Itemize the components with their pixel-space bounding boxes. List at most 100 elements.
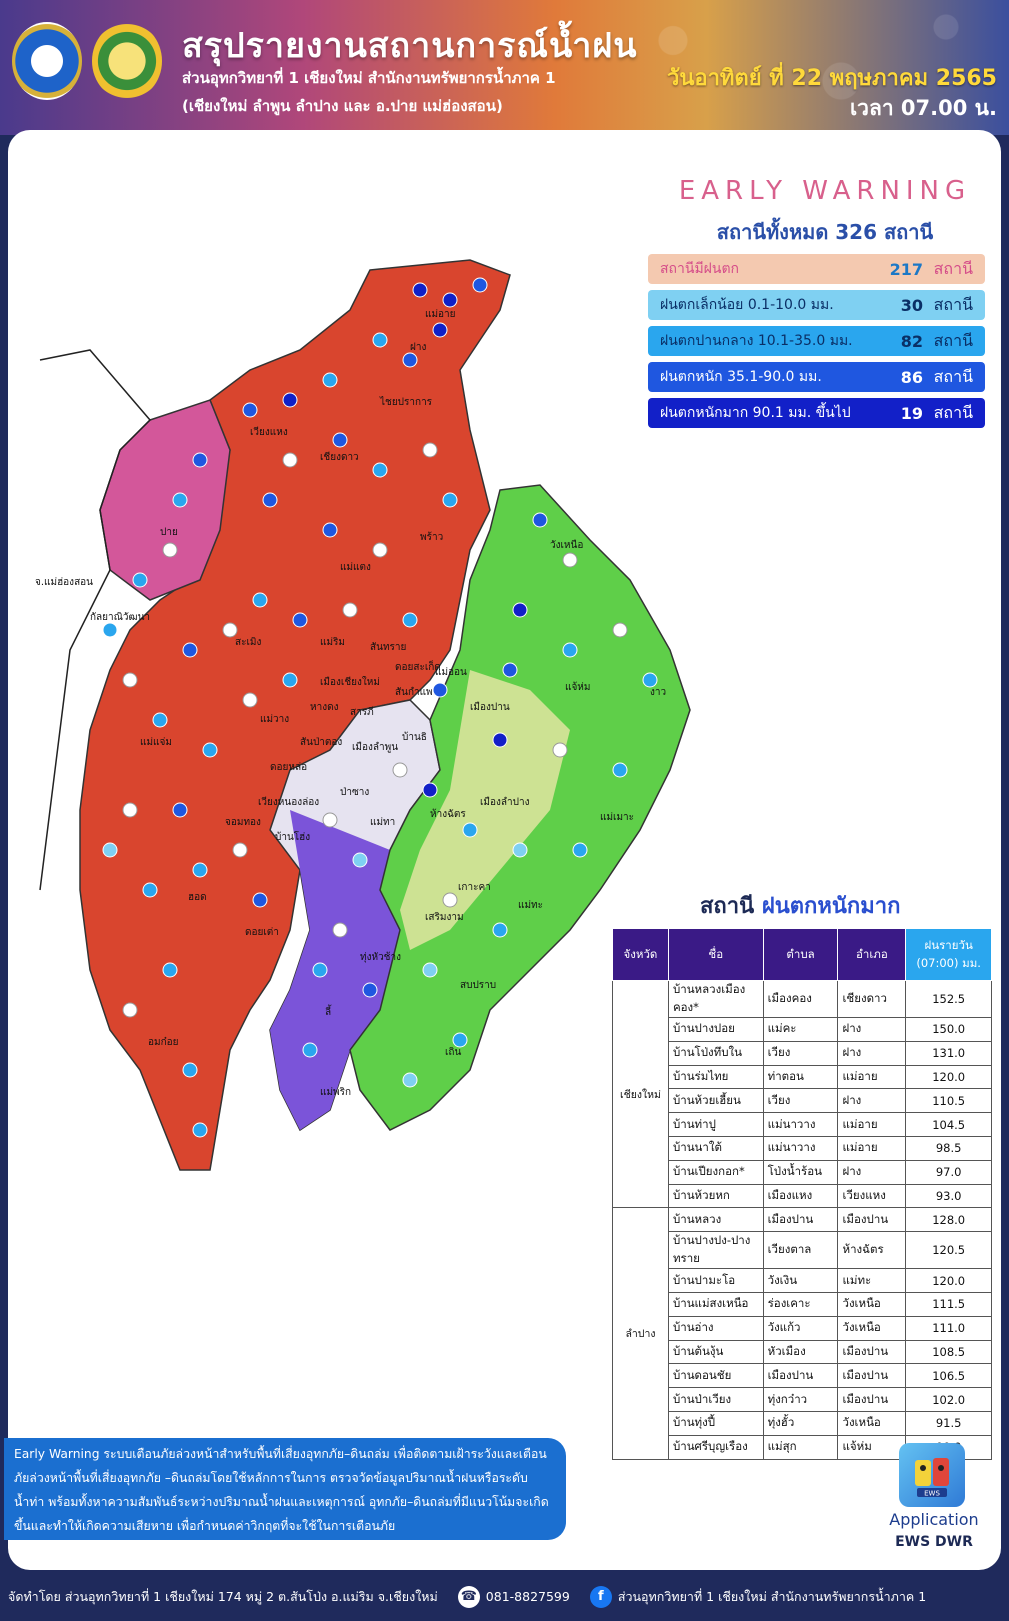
legend-label: ฝนตกเล็กน้อย 0.1-10.0 มม. [660,297,834,313]
legend-count: 217 [889,259,923,279]
footer-phone[interactable]: 081-8827599 [485,1589,570,1604]
legend-label: สถานีมีฝนตก [660,261,740,277]
subdistrict-cell: เวียง [762,1040,839,1066]
table-row: บ้านโป่งทึบใน เวียง ฝาง 131.0 [613,1040,992,1066]
table-row: บ้านร่มไทย ท่าตอน แม่อาย 120.0 [613,1064,992,1090]
province-cell: เชียงใหม่ [612,979,669,1209]
map-label: ปาย [160,527,178,538]
station-name-cell: บ้านห้วยเฮี้ยน [667,1088,764,1114]
report-date: วันอาทิตย์ ที่ 22 พฤษภาคม 2565 [666,66,997,91]
col-header-subdistrict: ตำบล [762,928,839,981]
subdistrict-cell: วังเงิน [762,1268,839,1293]
district-cell: ฝาง [837,1088,907,1114]
subdistrict-cell: ทุ่งฮั้ว [762,1410,839,1436]
rainfall-cell: 131.0 [905,1040,992,1066]
station-dot [642,672,658,688]
subdistrict-cell: ท่าตอน [762,1064,839,1090]
station-name-cell: บ้านทุ่งปี้ [667,1410,764,1436]
office-subtitle: ส่วนอุทกวิทยาที่ 1 เชียงใหม่ สำนักงานทรั… [182,69,556,87]
station-dot [432,682,448,698]
station-dot [442,492,458,508]
map-label: สันกำแพง [395,687,438,698]
subdistrict-cell: แม่นาวาง [762,1112,839,1137]
rainfall-cell: 120.0 [905,1268,992,1293]
heavy-rain-body: เชียงใหม่ บ้านหลวงเมืองคอง* เมืองคอง เชียงด… [612,979,992,1460]
station-dot [402,1072,418,1088]
ews-mascot-icon: EWS [915,1458,949,1498]
station-dot [402,612,418,628]
map-label: เสริมงาม [425,912,464,923]
legend-label: ฝนตกปานกลาง 10.1-35.0 มม. [660,333,853,349]
station-dot [282,452,298,468]
rainfall-cell: 106.5 [905,1363,992,1389]
station-dot [422,442,438,458]
map-label: เกาะคา [458,882,491,893]
legend-unit: สถานี [933,294,973,314]
legend-row-light: ฝนตกเล็กน้อย 0.1-10.0 มม. 30 สถานี [648,290,985,320]
report-time: เวลา 07.00 น. [849,96,997,120]
district-cell: แม่ทะ [837,1268,907,1293]
station-dot [362,982,378,998]
legend-unit: สถานี [933,330,973,350]
station-dot [252,592,268,608]
station-name-cell: บ้านปางปอย [667,1017,764,1042]
station-name-cell: บ้านห้วยหก [667,1183,764,1209]
station-dot [402,352,418,368]
station-dot [322,812,338,828]
province-cell: ลำปาง [612,1207,669,1460]
station-dot [572,842,588,858]
station-dot [142,882,158,898]
map-label: แม่อาย [425,309,456,320]
rainfall-cell: 104.5 [905,1112,992,1137]
table-row: บ้านเปียงกอก* โป่งน้ำร้อน ฝาง 97.0 [613,1159,992,1185]
map-label: แม่ออน [435,667,467,678]
station-name-cell: บ้านนาใต้ [667,1135,764,1161]
early-warning-title: EARLY WARNING [678,176,972,206]
legend-label: ฝนตกหนัก 35.1-90.0 มม. [660,369,822,385]
district-cell: วังเหนือ [837,1315,907,1341]
station-dot [202,742,218,758]
station-dot [372,332,388,348]
station-dot [242,692,258,708]
map-label: สะเมิง [235,637,261,648]
subdistrict-cell: เมืองแหง [762,1183,839,1209]
map-label: เถิน [445,1047,461,1058]
ews-app-icon[interactable]: EWS [899,1443,965,1507]
station-name-cell: บ้านศรีบุญเรือง [667,1434,764,1460]
station-dot [262,492,278,508]
station-dot [442,292,458,308]
district-cell: เมืองปาน [837,1207,907,1233]
map-label: สันทราย [370,642,406,653]
table-row: บ้านทุ่งปี้ ทุ่งฮั้ว วังเหนือ 91.5 [613,1410,992,1436]
station-dot [412,282,428,298]
table-row: บ้านปามะโอ วังเงิน แม่ทะ 120.0 [613,1268,992,1293]
station-dot [122,802,138,818]
subdistrict-cell: แม่นาวาง [762,1135,839,1161]
rainfall-cell: 97.0 [905,1159,992,1185]
header: สรุปรายงานสถานการณ์น้ำฝน ส่วนอุทกวิทยาที… [0,0,1009,135]
station-dot [182,1062,198,1078]
subdistrict-cell: เมืองปาน [762,1207,839,1233]
footer-facebook[interactable]: ส่วนอุทกวิทยาที่ 1 เชียงใหม่ สำนักงานทรั… [617,1588,927,1604]
map-label: แม่แตง [340,562,371,573]
district-cell: เมืองปาน [837,1339,907,1365]
station-dot [252,892,268,908]
station-dot [162,962,178,978]
map-label: เชียงดาว [320,451,359,463]
lampang-lowland [400,670,570,950]
station-dot [192,1122,208,1138]
subdistrict-cell: ทุ่งกว๋าว [762,1387,839,1412]
station-dot [192,452,208,468]
district-cell: เชียงดาว [837,980,907,1018]
rainfall-cell: 102.0 [905,1387,992,1412]
legend-row-moderate: ฝนตกปานกลาง 10.1-35.0 มม. 82 สถานี [648,326,985,356]
map-label: สันป่าตอง [300,737,342,748]
dwr-logo [12,22,82,100]
rainfall-cell: 152.5 [905,980,992,1018]
early-warning-explanation: Early Warning ระบบเตือนภัยล่วงหน้าสำหรับ… [4,1438,566,1540]
subdistrict-cell: แม่สุก [762,1434,839,1460]
map-label: เวียงแหง [250,426,288,438]
table-row: บ้านห้วยหก เมืองแหง เวียงแหง 93.0 [613,1183,992,1209]
map-label: แม่พริก [320,1087,351,1098]
legend-row-rain: สถานีมีฝนตก 217 สถานี [648,254,985,284]
